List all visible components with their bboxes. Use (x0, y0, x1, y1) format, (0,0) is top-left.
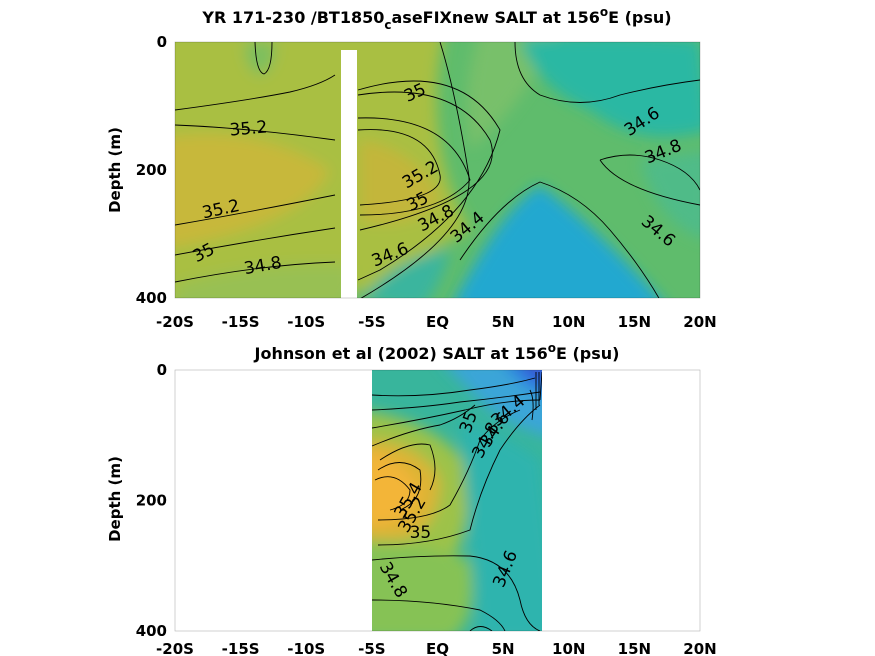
bottom-panel-title: Johnson et al (2002) SALT at 156oE (psu) (254, 341, 620, 363)
bottom-panel: Johnson et al (2002) SALT at 156oE (psu) (106, 341, 717, 656)
top-x-tick-label: EQ (426, 313, 449, 331)
bottom-y-ticks: 0 200 400 (136, 361, 167, 640)
bottom-contour-label: 35 (410, 523, 432, 543)
top-y-tick-label: 0 (157, 33, 167, 51)
bottom-x-tick-label: -5S (358, 640, 385, 656)
top-panel: YR 171-230 /BT1850caseFIXnew SALT at 156… (106, 5, 717, 331)
bottom-x-tick-label: 5N (492, 640, 515, 656)
top-x-tick-label: 10N (552, 313, 585, 331)
top-x-tick-label: -15S (222, 313, 260, 331)
top-panel-title: YR 171-230 /BT1850caseFIXnew SALT at 156… (201, 5, 671, 32)
bottom-x-tick-label: 20N (683, 640, 716, 656)
bottom-x-tick-label: EQ (426, 640, 449, 656)
top-y-axis-label: Depth (m) (106, 127, 124, 213)
top-y-ticks: 0 200 400 (136, 33, 167, 307)
bottom-y-tick-label: 0 (157, 361, 167, 379)
top-contour-label: 35.2 (229, 117, 268, 140)
top-x-tick-label: 15N (618, 313, 651, 331)
bottom-y-axis-label: Depth (m) (106, 456, 124, 542)
top-x-tick-label: 20N (683, 313, 716, 331)
top-x-tick-label: -5S (358, 313, 385, 331)
top-x-tick-label: -20S (156, 313, 194, 331)
top-y-tick-label: 200 (136, 161, 167, 179)
top-x-tick-label: 5N (492, 313, 515, 331)
bottom-x-ticks: -20S -15S -10S -5S EQ 5N 10N 15N 20N (156, 640, 717, 656)
bottom-x-tick-label: 15N (618, 640, 651, 656)
top-x-ticks: -20S -15S -10S -5S EQ 5N 10N 15N 20N (156, 313, 717, 331)
bottom-y-tick-label: 200 (136, 492, 167, 510)
bottom-axes-frame (174, 369, 701, 632)
bottom-y-tick-label: 400 (136, 622, 167, 640)
bottom-x-tick-label: 10N (552, 640, 585, 656)
top-axes-frame (174, 41, 701, 299)
top-x-tick-label: -10S (287, 313, 325, 331)
top-y-tick-label: 400 (136, 289, 167, 307)
bottom-x-tick-label: -10S (287, 640, 325, 656)
bottom-x-tick-label: -20S (156, 640, 194, 656)
top-nodata-gap (341, 50, 357, 298)
bottom-x-tick-label: -15S (222, 640, 260, 656)
